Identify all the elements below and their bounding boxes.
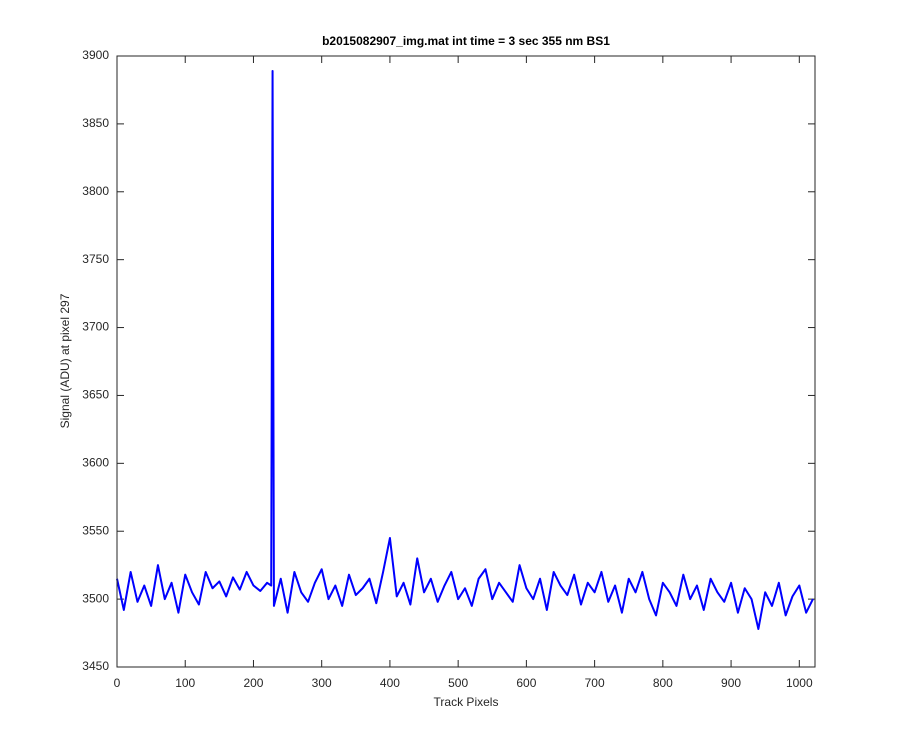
x-tick-label: 700 [585, 676, 605, 690]
y-tick-label: 3500 [82, 591, 109, 605]
x-tick-label: 800 [653, 676, 673, 690]
x-tick-label: 1000 [786, 676, 813, 690]
axes-box [116, 55, 816, 668]
y-tick-label: 3750 [82, 252, 109, 266]
y-tick-label: 3450 [82, 659, 109, 673]
y-tick-label: 3900 [82, 48, 109, 62]
y-tick-label: 3600 [82, 456, 109, 470]
x-tick-label: 100 [175, 676, 195, 690]
y-tick-label: 3650 [82, 388, 109, 402]
chart-title: b2015082907_img.mat int time = 3 sec 355… [322, 34, 610, 48]
y-tick-label: 3800 [82, 184, 109, 198]
y-tick-label: 3850 [82, 116, 109, 130]
x-axis-label: Track Pixels [434, 695, 499, 709]
x-tick-label: 500 [448, 676, 468, 690]
x-tick-label: 0 [114, 676, 121, 690]
x-tick-label: 400 [380, 676, 400, 690]
y-tick-label: 3700 [82, 320, 109, 334]
x-tick-label: 900 [721, 676, 741, 690]
y-axis-label: Signal (ADU) at pixel 297 [58, 293, 72, 428]
x-tick-label: 200 [243, 676, 263, 690]
y-tick-label: 3550 [82, 523, 109, 537]
x-tick-label: 600 [516, 676, 536, 690]
x-tick-label: 300 [312, 676, 332, 690]
data-line [116, 69, 814, 630]
